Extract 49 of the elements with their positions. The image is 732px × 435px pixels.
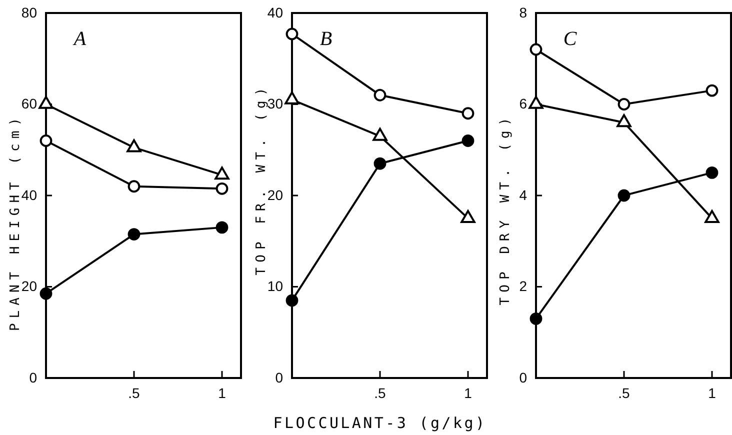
y-tick-label: 80 [21,4,38,20]
y-tick-label: 6 [519,96,528,112]
y-tick-label: 60 [21,96,38,112]
y-tick-label: 0 [275,369,284,386]
y-axis-title: PLANT HEIGHT (cm) [8,112,23,332]
point [38,96,54,109]
y-axis-title: TOP FR. WT. (g) [254,82,269,276]
y-tick-label: 0 [29,369,38,386]
point [40,287,52,300]
y-tick-label: 0 [519,369,528,386]
x-tick-label: .5 [128,384,140,401]
point [128,228,140,240]
y-tick-label: 10 [267,278,284,294]
text: A [72,28,87,50]
y-tick-label: 20 [267,186,284,203]
point [216,182,228,195]
text: B [320,28,332,50]
point [706,84,718,97]
point [374,88,386,102]
x-tick-label: 1 [218,384,226,401]
y-tick-label: 20 [21,278,38,294]
y-tick-label: 40 [267,4,284,20]
point [530,312,542,325]
y-tick-label: 30 [267,96,284,112]
point [128,180,140,193]
x-tick-label: .5 [374,384,386,401]
point [286,294,298,307]
point [462,107,474,120]
x-tick-label: 1 [708,384,716,401]
point [40,134,52,147]
y-axis-title: TOP DRY WT. (g) [498,112,513,306]
text: C [563,28,578,50]
point [214,166,230,180]
x-tick-label: 1 [464,384,472,401]
y-tick-label: 2 [519,278,528,294]
point [462,134,474,147]
point [618,189,630,202]
point [618,98,630,110]
point [216,221,228,234]
y-tick-label: 8 [519,4,528,20]
point [126,139,142,152]
y-tick-label: 40 [21,186,38,203]
y-tick-label: 4 [519,186,528,203]
point [374,157,386,170]
point [706,166,718,179]
x-tick-label: .5 [618,384,630,401]
point [530,43,542,56]
point [286,28,298,40]
x-axis-title: FLOCCULANT-3 (g/kg) [273,414,487,432]
